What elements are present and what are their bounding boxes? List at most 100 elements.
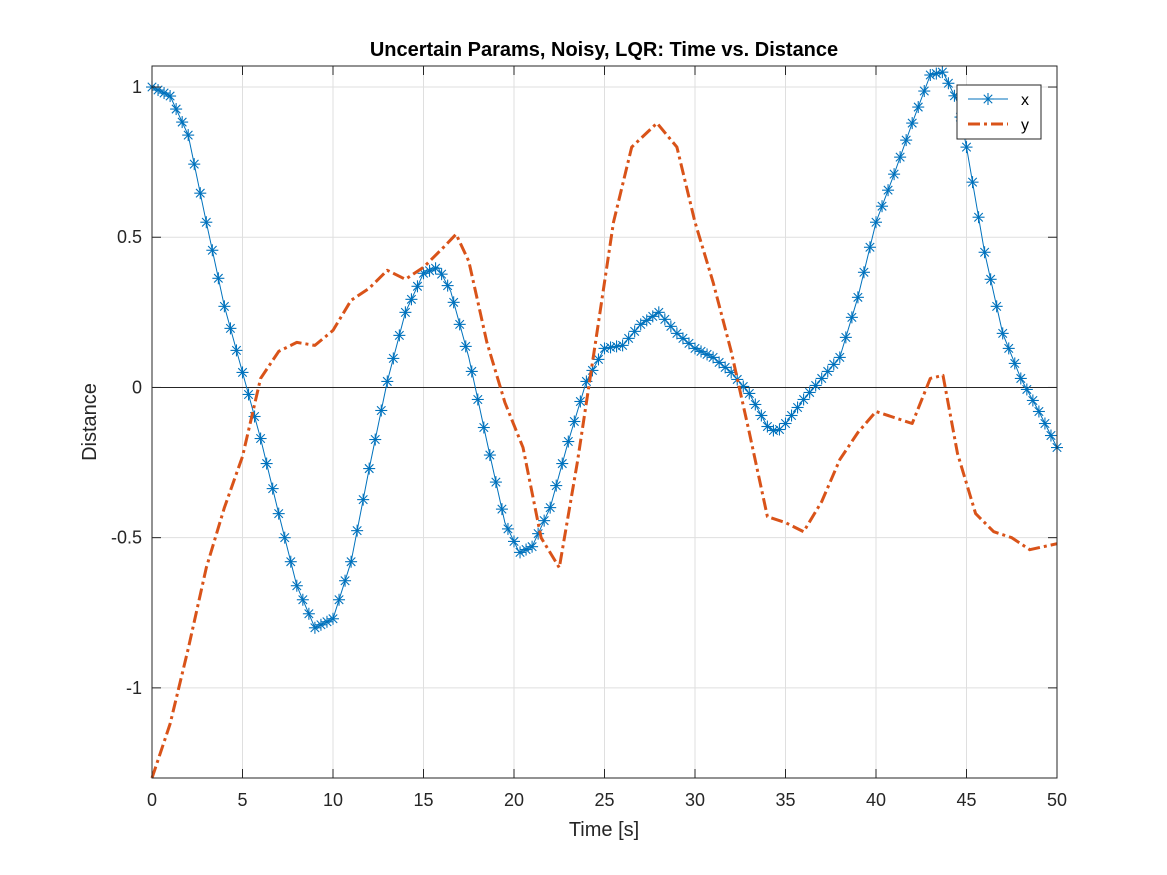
series-marker-x (260, 457, 273, 470)
series-marker-x (495, 503, 508, 516)
series-marker-x (562, 435, 575, 448)
series-marker-x (429, 262, 442, 275)
series-marker-x (381, 375, 394, 388)
y-tick-label: 0 (132, 377, 142, 397)
series-marker-x (357, 493, 370, 506)
series-marker-x (912, 101, 925, 114)
legend[interactable]: x y (956, 84, 1042, 140)
series-marker-x (459, 340, 472, 353)
series-marker-x (556, 457, 569, 470)
series-marker-x (375, 404, 388, 417)
series-marker-x (839, 331, 852, 344)
x-tick-label: 15 (413, 790, 433, 810)
x-tick-label: 40 (866, 790, 886, 810)
x-tick-label: 10 (323, 790, 343, 810)
series-marker-x (254, 432, 267, 445)
series-marker-x (755, 409, 768, 422)
series-marker-x (713, 356, 726, 369)
series-marker-x (761, 420, 774, 433)
series-marker-x (936, 66, 949, 79)
y-axis-label: Distance (79, 383, 101, 461)
x-tick-label: 45 (956, 790, 976, 810)
series-marker-x (682, 337, 695, 350)
chart-title: Uncertain Params, Noisy, LQR: Time vs. D… (370, 39, 838, 61)
series-marker-x (236, 366, 249, 379)
series-marker-x (670, 327, 683, 340)
series-marker-x (676, 332, 689, 345)
series-marker-x (441, 279, 454, 292)
series-marker-x (942, 77, 955, 90)
series-marker-x (1008, 357, 1021, 370)
series-marker-x (369, 433, 382, 446)
series-marker-x (743, 387, 756, 400)
ticks (151, 66, 1058, 778)
series-layer (146, 66, 1063, 779)
series-marker-x (224, 322, 237, 335)
series-marker-x (646, 310, 659, 323)
series-marker-x (767, 424, 780, 437)
legend-entry-y[interactable]: y (968, 117, 1029, 134)
series-marker-x (628, 325, 641, 338)
y-tick-label: 0.5 (117, 227, 142, 247)
series-marker-x (333, 593, 346, 606)
series-line-y (150, 121, 1058, 779)
series-marker-x (930, 67, 943, 80)
series-marker-x (218, 300, 231, 313)
series-marker-x (483, 449, 496, 462)
series-marker-x (574, 395, 587, 408)
series-marker-x (779, 417, 792, 430)
x-tick-label: 50 (1047, 790, 1067, 810)
legend-x-asterisk (982, 93, 994, 105)
series-marker-x (664, 320, 677, 333)
series-marker-x (284, 555, 297, 568)
series-marker-x (489, 476, 502, 489)
series-marker-x (990, 300, 1003, 313)
series-marker-x (882, 184, 895, 197)
series-marker-x (1014, 372, 1027, 385)
series-marker-x (888, 168, 901, 181)
series-marker-x (435, 268, 448, 281)
series-marker-x (876, 200, 889, 213)
series-marker-x (387, 352, 400, 365)
legend-x-label: x (1021, 92, 1029, 109)
series-marker-x (598, 342, 611, 355)
series-marker-x (164, 90, 177, 103)
series-marker-x (176, 116, 189, 129)
series-marker-x (622, 332, 635, 345)
series-marker-x (266, 482, 279, 495)
series-marker-x (302, 607, 315, 620)
series-marker-x (526, 540, 539, 553)
series-marker-x (206, 244, 219, 257)
series-marker-x (707, 351, 720, 364)
series-marker-x (200, 216, 213, 229)
series-marker-x (821, 365, 834, 378)
series-marker-x (984, 273, 997, 286)
series-marker-x (604, 341, 617, 354)
series-marker-x (857, 266, 870, 279)
series-marker-x (827, 358, 840, 371)
series-marker-x (447, 296, 460, 309)
series-marker-x (906, 117, 919, 130)
series-marker-x (212, 272, 225, 285)
series-marker-x (471, 393, 484, 406)
series-marker-x (538, 514, 551, 527)
y-tick-label: -1 (126, 678, 142, 698)
series-marker-x (188, 158, 201, 171)
series-marker-x (477, 421, 490, 434)
y-tick-label: 1 (132, 77, 142, 97)
series-marker-x (278, 531, 291, 544)
x-tick-label: 35 (775, 790, 795, 810)
series-marker-x (1020, 383, 1033, 396)
series-marker-x (544, 501, 557, 514)
series-marker-x (550, 479, 563, 492)
series-marker-x (863, 241, 876, 254)
series-marker-x (1032, 405, 1045, 418)
series-marker-x (351, 524, 364, 537)
series-marker-x (640, 314, 653, 327)
series-marker-x (1002, 342, 1015, 355)
legend-entry-x[interactable]: x (968, 92, 1029, 109)
series-marker-x (327, 612, 339, 625)
legend-box (956, 84, 1042, 140)
series-marker-x (851, 291, 864, 304)
